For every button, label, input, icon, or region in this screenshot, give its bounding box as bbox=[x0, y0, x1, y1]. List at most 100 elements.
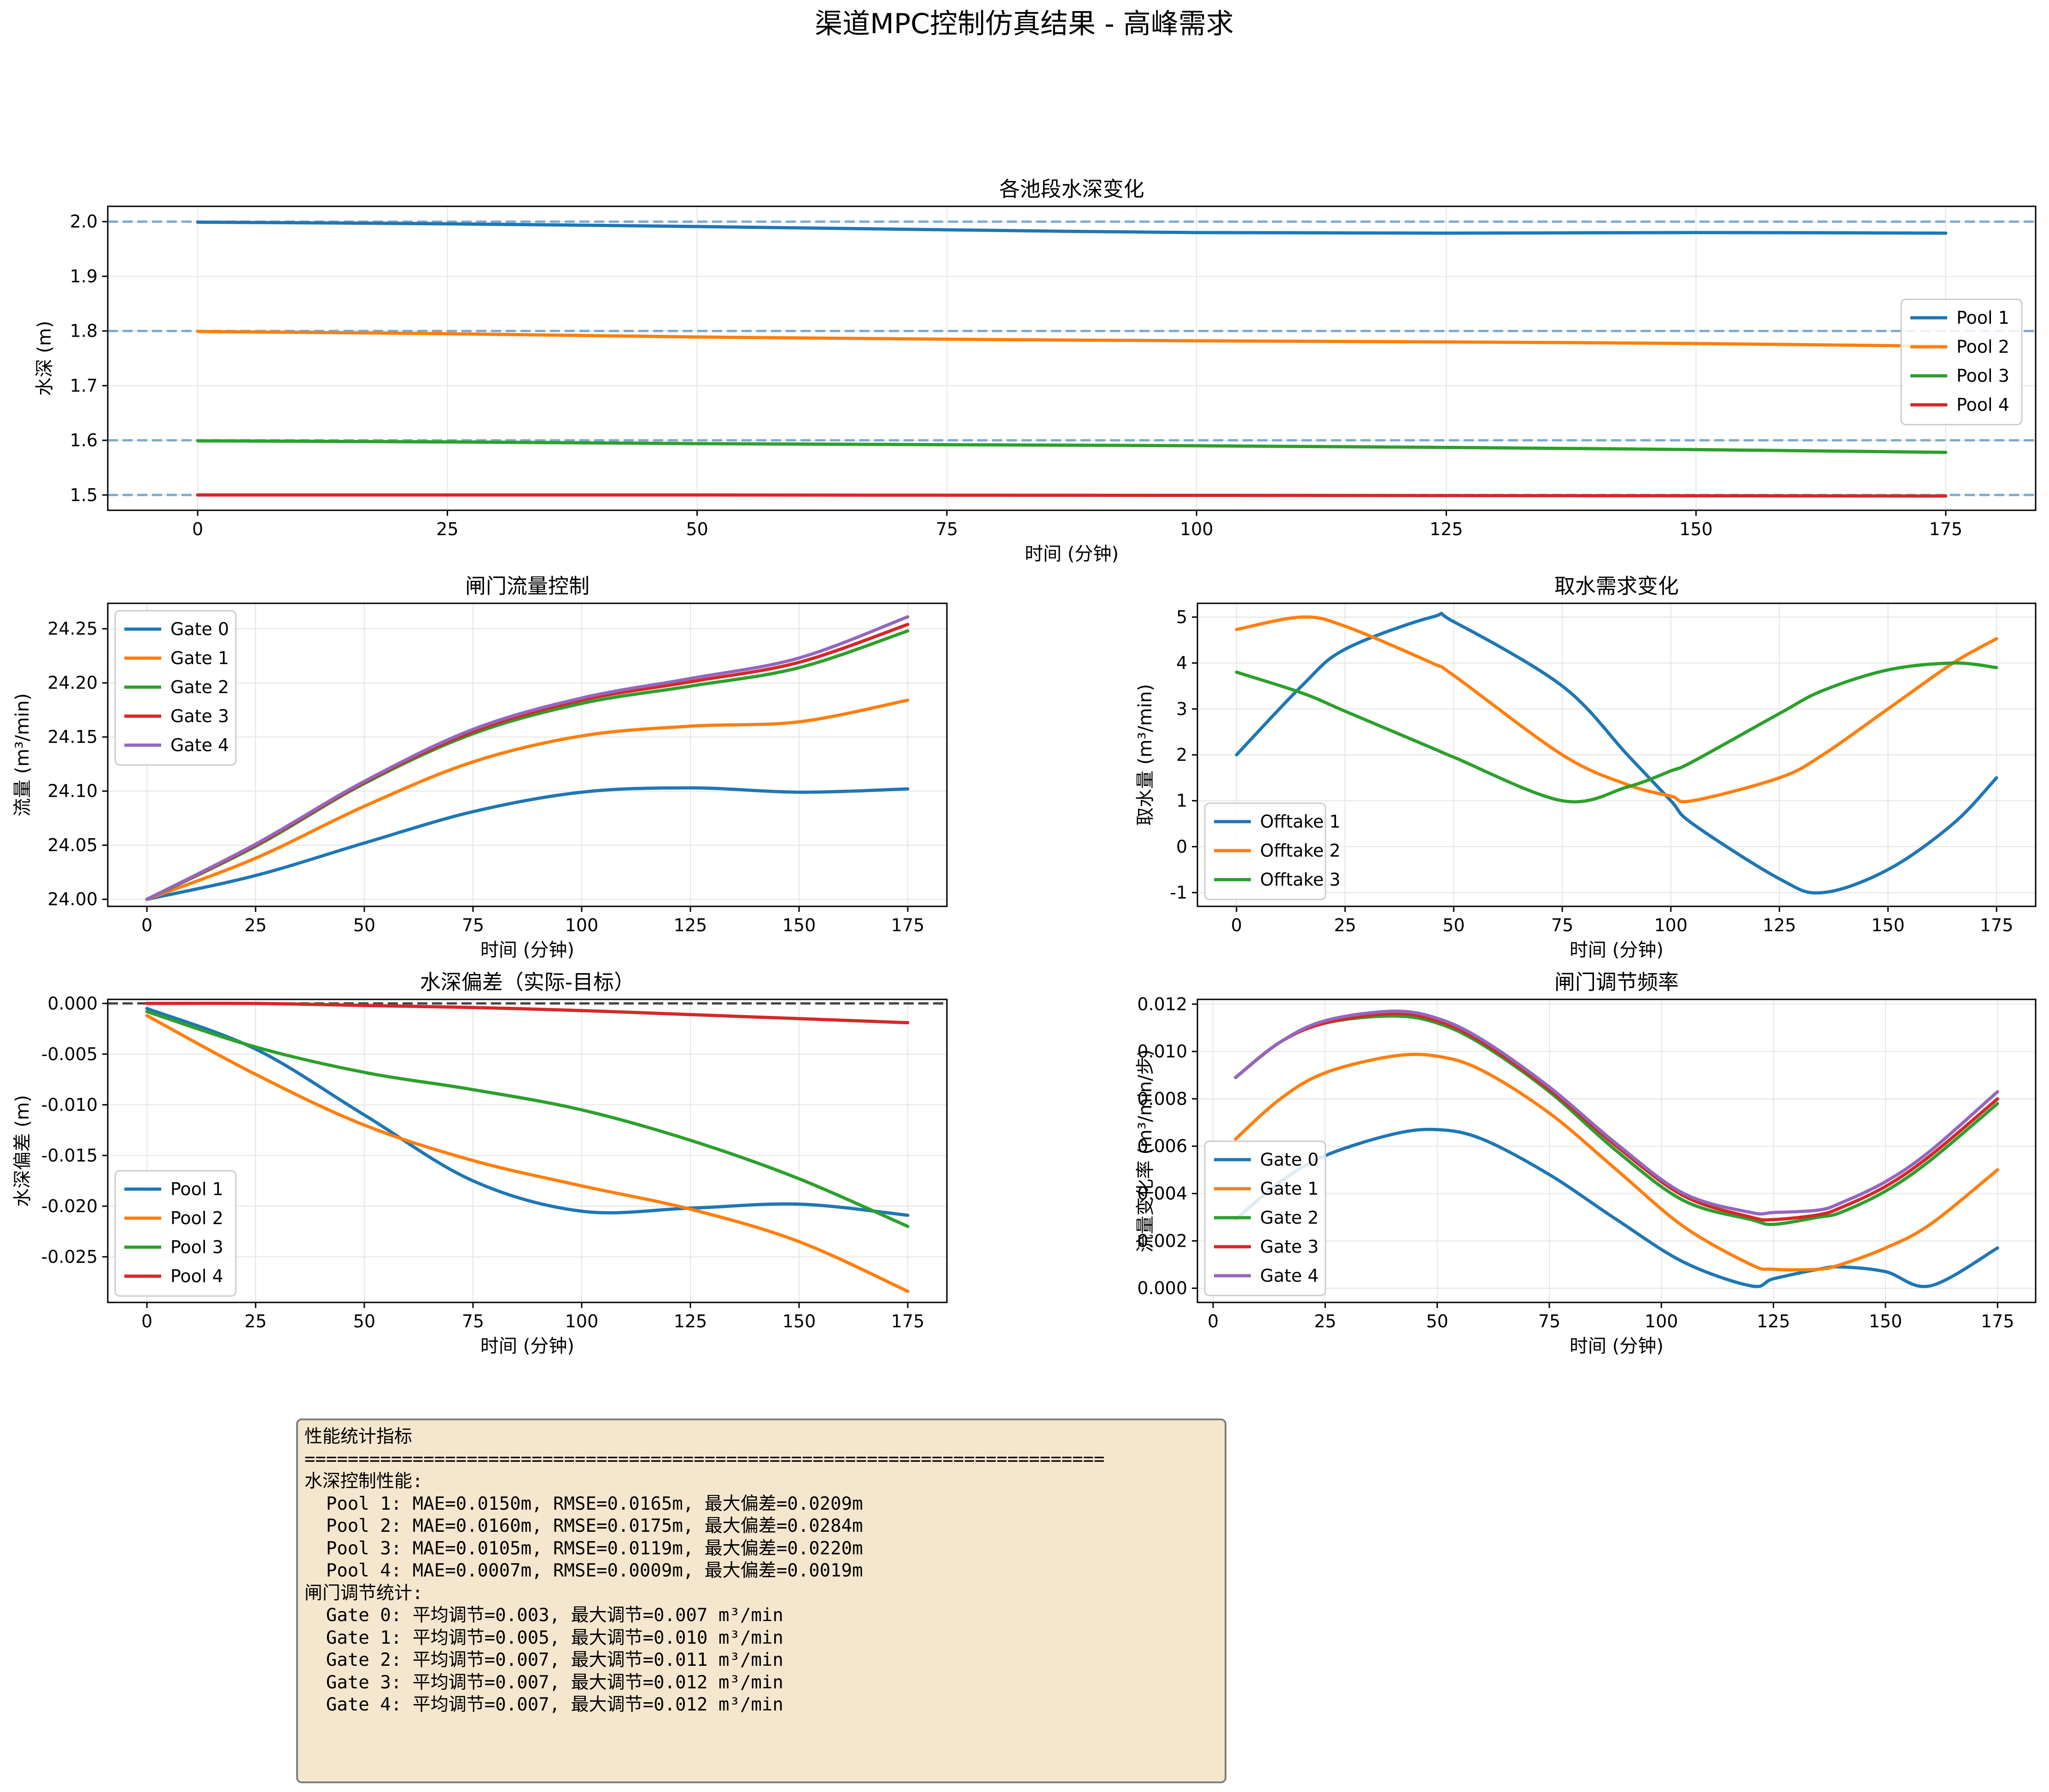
plot-area bbox=[145, 1001, 910, 1293]
legend-label: Gate 2 bbox=[170, 677, 229, 697]
plot-area bbox=[145, 615, 910, 901]
legend-label: Gate 2 bbox=[1260, 1208, 1319, 1228]
y-tick-label: 0.002 bbox=[1137, 1231, 1187, 1251]
x-tick-label: 0 bbox=[1231, 915, 1242, 935]
x-tick-label: 25 bbox=[1334, 915, 1356, 935]
x-tick-label: 100 bbox=[1654, 915, 1688, 935]
legend-label: Gate 3 bbox=[1260, 1237, 1319, 1257]
legend-box bbox=[1900, 298, 2023, 426]
series-line-2 bbox=[196, 330, 1948, 348]
legend-box bbox=[114, 1170, 237, 1297]
y-tick-label: -0.005 bbox=[41, 1044, 98, 1064]
chart-title: 闸门流量控制 bbox=[465, 574, 590, 598]
stats-pool-3: Pool 3: MAE=0.0105m, RMSE=0.0119m, 最大偏差=… bbox=[304, 1538, 863, 1559]
stats-gate-2: Gate 2: 平均调节=0.007, 最大调节=0.011 m³/min bbox=[304, 1650, 783, 1670]
axes-frame bbox=[107, 205, 2037, 511]
x-axis-label: 时间 (分钟) bbox=[480, 1336, 574, 1357]
stats-heading: 性能统计指标 bbox=[304, 1426, 413, 1447]
chart-gate_flow: 0 25 50 75 100 125 150 175 24.00 24.05 24.10 24.15 2… bbox=[12, 574, 948, 961]
x-tick-label: 100 bbox=[1180, 519, 1214, 539]
series-line-2 bbox=[145, 698, 910, 901]
x-tick-label: 50 bbox=[686, 519, 708, 539]
stats-gate-4: Gate 4: 平均调节=0.007, 最大调节=0.012 m³/min bbox=[304, 1694, 783, 1715]
legend-label: Gate 0 bbox=[1260, 1150, 1319, 1170]
stats-depth-heading: 水深控制性能: bbox=[304, 1471, 423, 1492]
y-axis-label: 取水量 (m³/min) bbox=[1135, 684, 1156, 826]
chart-deviation: 0 25 50 75 100 125 150 175 0.000 -0.005 -0.010 -0.0… bbox=[12, 970, 948, 1357]
series-line-3 bbox=[145, 629, 910, 901]
chart-title: 水深偏差（实际-目标） bbox=[420, 970, 635, 994]
series-line-4 bbox=[145, 1001, 910, 1025]
y-tick-label: -1 bbox=[1170, 882, 1187, 903]
x-tick-label: 150 bbox=[782, 915, 816, 935]
series-line-4 bbox=[1234, 1012, 1999, 1222]
y-tick-label: 24.25 bbox=[47, 619, 98, 639]
y-tick-label: 2 bbox=[1176, 745, 1187, 765]
y-tick-label: 0.004 bbox=[1137, 1184, 1187, 1204]
series-line-4 bbox=[145, 623, 910, 901]
x-axis-label: 时间 (分钟) bbox=[1570, 1336, 1664, 1357]
legend-label: Gate 4 bbox=[1260, 1266, 1319, 1286]
x-tick-label: 175 bbox=[891, 1311, 925, 1331]
legend-label: Gate 4 bbox=[170, 735, 229, 755]
stats-gate-1: Gate 1: 平均调节=0.005, 最大调节=0.010 m³/min bbox=[304, 1627, 783, 1648]
y-tick-label: 0.008 bbox=[1137, 1089, 1187, 1109]
x-tick-label: 125 bbox=[1430, 519, 1463, 539]
x-tick-label: 75 bbox=[1551, 915, 1573, 935]
series-line-1 bbox=[145, 786, 910, 901]
plot-area bbox=[196, 220, 1948, 498]
y-axis-label: 流量 (m³/min) bbox=[12, 693, 33, 817]
y-tick-label: 24.15 bbox=[47, 727, 98, 747]
legend-label: Pool 3 bbox=[170, 1237, 223, 1257]
y-axis-label: 流量变化率 (m³/min/步) bbox=[1135, 1049, 1156, 1252]
legend-label: Offtake 3 bbox=[1260, 870, 1341, 890]
y-tick-label: 24.05 bbox=[47, 835, 98, 855]
x-tick-label: 150 bbox=[1869, 1311, 1903, 1331]
legend-label: Offtake 2 bbox=[1260, 841, 1341, 861]
y-tick-label: 0 bbox=[1176, 836, 1187, 857]
legend-box bbox=[1204, 802, 1326, 900]
stats-separator: ========================================… bbox=[304, 1448, 1105, 1470]
legend-label: Offtake 1 bbox=[1260, 811, 1341, 832]
chart-title: 取水需求变化 bbox=[1554, 574, 1679, 598]
x-tick-label: 0 bbox=[141, 1311, 152, 1331]
series-line-5 bbox=[145, 615, 910, 901]
x-tick-label: 25 bbox=[245, 1311, 267, 1331]
y-tick-label: 24.10 bbox=[47, 781, 98, 801]
x-tick-label: 150 bbox=[1679, 519, 1713, 539]
chart-title: 闸门调节频率 bbox=[1554, 970, 1679, 994]
y-tick-label: 0.006 bbox=[1137, 1136, 1187, 1156]
legend-box bbox=[114, 610, 237, 766]
series-line-5 bbox=[1234, 1010, 1999, 1216]
x-tick-label: 25 bbox=[1314, 1311, 1336, 1331]
x-tick-label: 150 bbox=[1871, 915, 1905, 935]
legend-label: Gate 1 bbox=[1260, 1179, 1319, 1199]
y-tick-label: -0.025 bbox=[41, 1247, 98, 1267]
plot-area bbox=[1234, 1010, 1999, 1288]
y-tick-label: 24.20 bbox=[47, 673, 98, 693]
y-axis-label: 水深 (m) bbox=[34, 321, 55, 396]
legend-label: Pool 1 bbox=[1956, 308, 2009, 328]
legend-label: Gate 1 bbox=[170, 648, 229, 668]
y-tick-label: 5 bbox=[1176, 607, 1187, 627]
legend-label: Gate 0 bbox=[170, 619, 229, 639]
stats-pool-2: Pool 2: MAE=0.0160m, RMSE=0.0175m, 最大偏差=… bbox=[304, 1516, 863, 1536]
y-tick-label: -0.020 bbox=[41, 1196, 98, 1216]
y-tick-label: 4 bbox=[1176, 653, 1187, 673]
stats-gate-heading: 闸门调节统计: bbox=[304, 1582, 423, 1604]
series-line-1 bbox=[1235, 612, 1998, 895]
y-tick-label: 3 bbox=[1176, 699, 1187, 719]
stats-pool-1: Pool 1: MAE=0.0150m, RMSE=0.0165m, 最大偏差=… bbox=[304, 1493, 863, 1514]
series-line-3 bbox=[145, 1010, 910, 1228]
x-axis-label: 时间 (分钟) bbox=[1570, 940, 1664, 961]
x-tick-label: 75 bbox=[936, 519, 958, 539]
x-tick-label: 75 bbox=[462, 915, 484, 935]
stats-gate-0: Gate 0: 平均调节=0.003, 最大调节=0.007 m³/min bbox=[304, 1605, 783, 1626]
series-line-3 bbox=[196, 439, 1948, 454]
x-tick-label: 125 bbox=[674, 1311, 707, 1331]
legend-label: Pool 2 bbox=[1956, 337, 2009, 357]
legend-label: Pool 1 bbox=[170, 1179, 223, 1199]
x-axis-label: 时间 (分钟) bbox=[1025, 543, 1119, 565]
plot-area bbox=[1235, 612, 1998, 895]
